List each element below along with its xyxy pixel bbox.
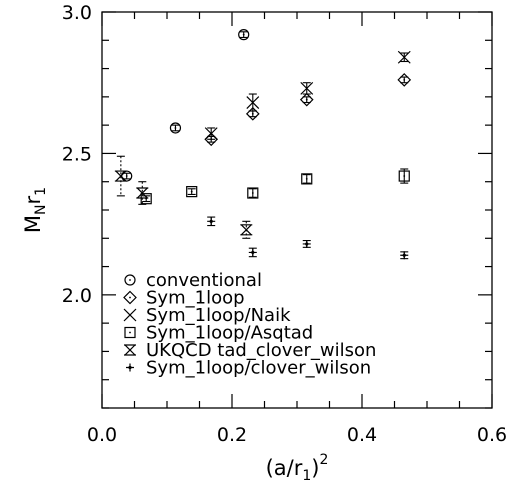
marker-x (204, 127, 218, 141)
data-point (136, 181, 149, 205)
data-point (301, 173, 313, 185)
data-point (247, 187, 259, 199)
marker-circle (238, 29, 250, 41)
legend-marker-square-x (124, 344, 136, 356)
marker-diamond (397, 73, 412, 87)
axis-ticks (101, 11, 493, 409)
data-point (207, 216, 216, 227)
marker-circle (169, 122, 182, 134)
y-axis-title: MNr1 (21, 187, 49, 233)
data-point (121, 170, 133, 182)
data-point (397, 50, 411, 64)
tick-labels: 0.0 0.2 0.4 0.6 2.0 2.5 3.0 (62, 2, 507, 446)
marker-x (397, 50, 411, 64)
data-point (238, 29, 250, 41)
data-point (140, 193, 152, 205)
marker-circle (121, 170, 133, 182)
legend-item: conventional (124, 270, 262, 291)
data-point (169, 122, 182, 134)
data-point (299, 92, 314, 107)
legend-item: UKQCD tad_clover_wilson (124, 340, 376, 361)
marker-cross (207, 217, 216, 226)
marker-diamond (245, 106, 260, 121)
marker-square (186, 186, 198, 198)
data-point (240, 220, 253, 239)
legend: conventionalSym_1loopSym_1loop/NaikSym_1… (123, 270, 376, 379)
legend-item: Sym_1loop/Asqtad (124, 323, 313, 344)
marker-square-x (114, 170, 127, 182)
y-tick-label: 2.0 (62, 285, 92, 307)
x-tick-label: 0.4 (347, 424, 377, 446)
marker-x (300, 81, 314, 95)
marker-x (246, 96, 260, 109)
legend-item: Sym_1loop/clover_wilson (126, 358, 371, 379)
data-point (400, 251, 409, 260)
data-point (204, 127, 218, 141)
series-square (140, 168, 410, 205)
marker-square-x (240, 224, 253, 236)
data-point (248, 247, 257, 258)
marker-cross (400, 251, 409, 260)
legend-label: conventional (146, 270, 262, 291)
y-tick-label: 2.5 (62, 143, 92, 165)
data-point (302, 239, 311, 248)
legend-marker-circle (124, 274, 136, 286)
x-tick-label: 0.0 (87, 424, 117, 446)
data-point (186, 186, 198, 198)
legend-label: Sym_1loop (146, 288, 245, 309)
legend-marker-x (123, 308, 137, 322)
data-point (114, 155, 127, 197)
series-cross (207, 216, 409, 260)
data-point (398, 168, 410, 184)
x-axis-title: (a/r1)2 (266, 452, 329, 484)
marker-diamond (299, 92, 314, 107)
data-point (246, 93, 260, 112)
series-x (204, 50, 411, 141)
x-tick-label: 0.6 (477, 424, 507, 446)
legend-label: Sym_1loop/clover_wilson (146, 358, 371, 379)
marker-square (398, 170, 410, 182)
marker-square (301, 173, 313, 185)
x-tick-label: 0.2 (217, 424, 247, 446)
legend-item: Sym_1loop (123, 288, 245, 309)
marker-cross (248, 248, 257, 257)
legend-item: Sym_1loop/Naik (123, 305, 291, 326)
legend-label: Sym_1loop/Naik (146, 305, 291, 326)
y-tick-label: 3.0 (62, 2, 92, 24)
data-point (300, 81, 314, 95)
data-point (397, 73, 412, 87)
legend-label: UKQCD tad_clover_wilson (146, 340, 376, 361)
marker-square (247, 187, 259, 199)
legend-label: Sym_1loop/Asqtad (146, 323, 313, 344)
marker-square-x (136, 187, 149, 199)
legend-marker-square (124, 326, 136, 339)
legend-marker-cross (126, 363, 134, 372)
series-diamond (204, 73, 412, 147)
series-square-x (114, 155, 253, 239)
data-points (114, 29, 412, 260)
series-circle (121, 29, 250, 182)
marker-cross (302, 239, 311, 248)
legend-marker-diamond (123, 290, 137, 305)
